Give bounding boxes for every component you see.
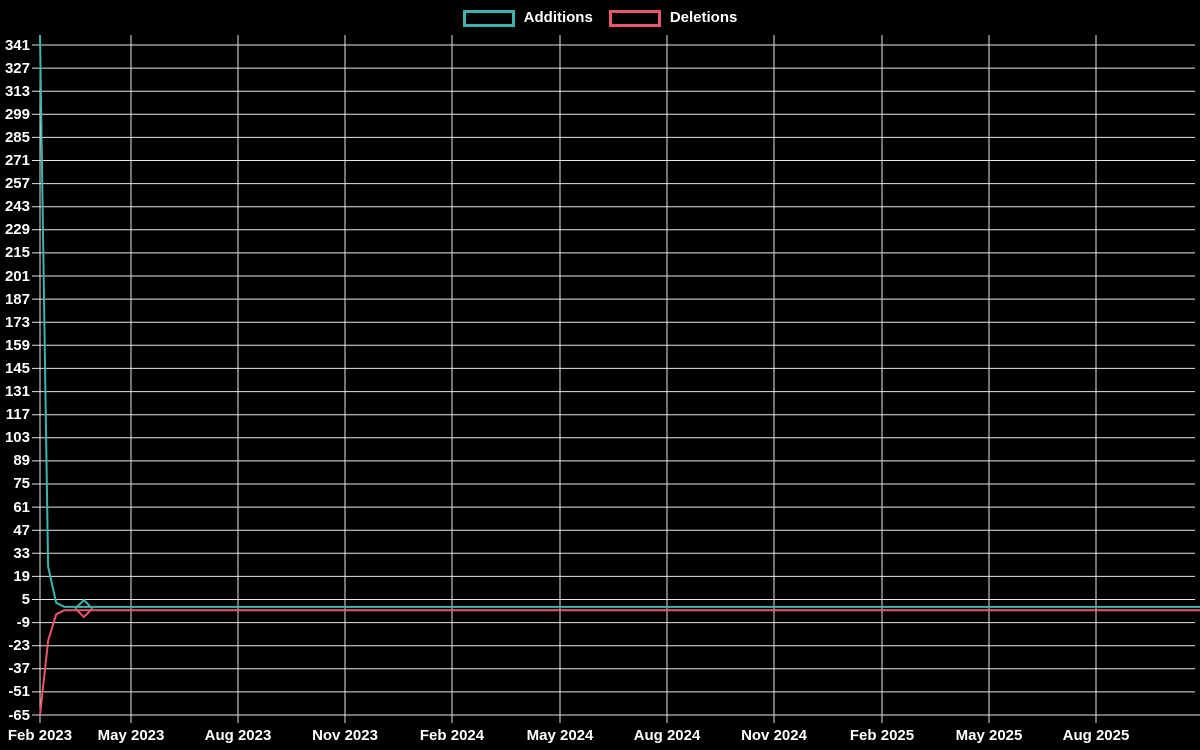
x-tick-label: Nov 2024 xyxy=(741,727,807,744)
y-tick-label: 159 xyxy=(4,336,30,354)
y-tick-label: 271 xyxy=(4,152,30,170)
y-tick-label: 131 xyxy=(4,383,30,401)
diamond-marker-icon xyxy=(74,599,94,619)
x-tick-label: Feb 2023 xyxy=(7,727,73,744)
additions-legend-swatch-icon xyxy=(462,9,515,27)
y-tick-label: 341 xyxy=(4,36,30,54)
x-tick-label: Nov 2023 xyxy=(312,727,378,744)
y-tick-label: 201 xyxy=(4,267,30,285)
y-tick-label: 61 xyxy=(13,498,30,516)
y-tick-label: -23 xyxy=(8,637,30,655)
y-tick-label: 257 xyxy=(4,175,30,193)
y-tick-label: -9 xyxy=(16,614,30,632)
deletions-legend-swatch-icon xyxy=(608,9,661,27)
y-tick-label: 187 xyxy=(4,290,30,308)
y-tick-label: 299 xyxy=(4,105,30,123)
y-tick-label: -51 xyxy=(8,683,30,701)
y-tick-label: 89 xyxy=(13,452,30,470)
y-tick-label: 33 xyxy=(13,544,30,562)
deletions-legend-label: Deletions xyxy=(669,9,738,26)
x-tick-label: May 2024 xyxy=(526,727,594,744)
y-tick-label: 145 xyxy=(4,359,30,377)
y-tick-label: 75 xyxy=(13,475,30,493)
deletions-line xyxy=(39,609,1200,716)
x-tick-label: May 2025 xyxy=(955,727,1023,744)
y-tick-label: 103 xyxy=(4,429,30,447)
chart-legend: Additions Deletions xyxy=(0,8,1200,28)
x-tick-label: Aug 2024 xyxy=(633,727,701,744)
x-tick-label: Aug 2025 xyxy=(1062,727,1130,744)
vertical-gridlines xyxy=(39,35,1097,723)
x-tick-label: May 2023 xyxy=(97,727,165,744)
y-tick-label: 173 xyxy=(4,313,30,331)
y-tick-label: 327 xyxy=(4,59,30,77)
x-tick-label: Aug 2023 xyxy=(204,727,272,744)
y-tick-label: 5 xyxy=(21,590,30,608)
y-tick-label: 229 xyxy=(4,221,30,239)
additions-line xyxy=(39,35,1200,608)
horizontal-gridlines xyxy=(32,44,1200,716)
y-tick-label: 215 xyxy=(4,244,30,262)
y-tick-label: 47 xyxy=(13,521,30,539)
y-tick-label: 243 xyxy=(4,198,30,216)
y-tick-label: 117 xyxy=(5,406,30,424)
x-tick-label: Feb 2024 xyxy=(419,727,485,744)
y-tick-label: 285 xyxy=(4,128,30,146)
y-tick-label: 313 xyxy=(4,82,30,100)
y-tick-label: 19 xyxy=(13,567,30,585)
y-tick-label: -37 xyxy=(8,660,30,678)
x-tick-label: Feb 2025 xyxy=(849,727,915,744)
y-tick-label: -65 xyxy=(8,706,30,724)
additions-legend-label: Additions xyxy=(523,9,593,26)
